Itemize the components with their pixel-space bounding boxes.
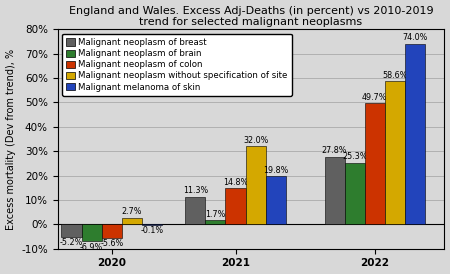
Text: 1.7%: 1.7% bbox=[205, 210, 225, 219]
Bar bbox=[122, 218, 142, 224]
Bar bbox=[405, 44, 425, 224]
Text: 25.3%: 25.3% bbox=[342, 152, 368, 161]
Bar bbox=[62, 224, 81, 237]
Bar bbox=[102, 224, 122, 238]
Text: 27.8%: 27.8% bbox=[322, 146, 347, 155]
Bar bbox=[365, 103, 385, 224]
Bar bbox=[246, 146, 266, 224]
Text: 19.8%: 19.8% bbox=[263, 165, 288, 175]
Bar bbox=[266, 176, 286, 224]
Legend: Malignant neoplasm of breast, Malignant neoplasm of brain, Malignant neoplasm of: Malignant neoplasm of breast, Malignant … bbox=[62, 34, 292, 96]
Text: 32.0%: 32.0% bbox=[243, 136, 268, 145]
Text: -0.1%: -0.1% bbox=[140, 226, 163, 235]
Text: 11.3%: 11.3% bbox=[183, 186, 208, 195]
Bar bbox=[81, 224, 102, 241]
Text: 14.8%: 14.8% bbox=[223, 178, 248, 187]
Text: 49.7%: 49.7% bbox=[362, 93, 387, 102]
Title: England and Wales. Excess Adj-Deaths (in percent) vs 2010-2019
trend for selecte: England and Wales. Excess Adj-Deaths (in… bbox=[69, 5, 433, 27]
Y-axis label: Excess mortality (Dev from trend), %: Excess mortality (Dev from trend), % bbox=[5, 48, 16, 230]
Bar bbox=[345, 163, 365, 224]
Text: 2.7%: 2.7% bbox=[122, 207, 142, 216]
Text: -5.6%: -5.6% bbox=[100, 239, 123, 249]
Text: 74.0%: 74.0% bbox=[402, 33, 428, 42]
Bar bbox=[225, 188, 246, 224]
Bar bbox=[185, 197, 205, 224]
Bar bbox=[324, 156, 345, 224]
Bar bbox=[205, 220, 225, 224]
Text: -6.9%: -6.9% bbox=[80, 243, 103, 252]
Text: -5.2%: -5.2% bbox=[60, 238, 83, 247]
Text: 58.6%: 58.6% bbox=[382, 71, 408, 80]
Bar bbox=[385, 81, 405, 224]
